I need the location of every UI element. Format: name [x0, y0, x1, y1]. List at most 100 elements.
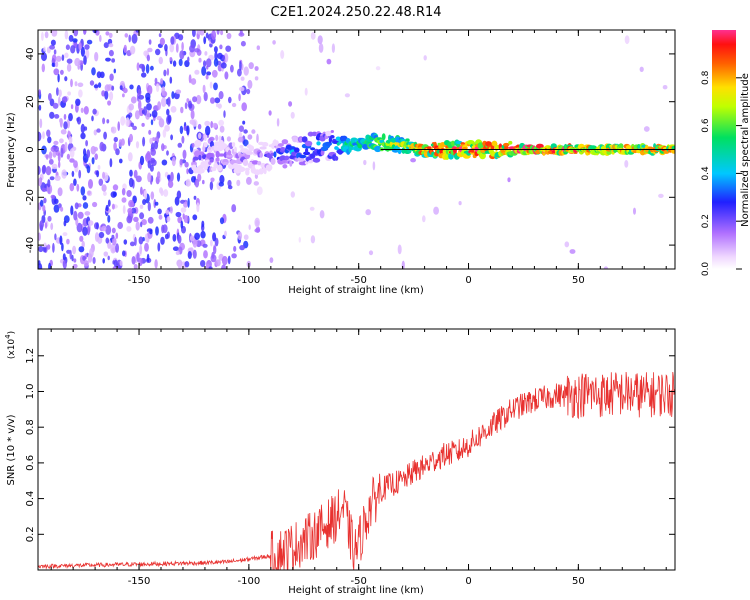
spectrogram-ridge-dot — [202, 146, 206, 152]
spectrogram-noise-dot — [134, 110, 140, 120]
spectrogram-noise-dot — [38, 232, 41, 241]
spectrogram-noise-dot — [201, 220, 205, 228]
spectrogram-noise-dot — [216, 30, 220, 35]
spectrogram-noise-dot — [42, 246, 47, 253]
x-tick-label: 50 — [572, 576, 585, 587]
spectrogram-noise-dot — [143, 50, 149, 57]
spectrogram-noise-dot — [83, 106, 89, 115]
spectrogram-noise-dot — [221, 264, 227, 269]
spectrogram-noise-dot — [81, 240, 85, 248]
spectrogram-noise-dot — [205, 74, 209, 80]
spectrogram-noise-dot — [239, 245, 246, 251]
spectrogram-noise-dot — [139, 244, 143, 255]
spectrogram-noise-dot — [243, 234, 249, 240]
spectrogram-ridge-dot — [194, 139, 202, 147]
spectrogram-noise-dot — [129, 169, 133, 177]
spectrogram-noise-dot — [197, 123, 202, 130]
spectrogram-noise-dot — [157, 242, 161, 252]
spectrogram-ridge-dot — [270, 157, 276, 165]
spectrogram-noise-dot — [177, 261, 182, 269]
spectrogram-noise-dot — [72, 38, 78, 43]
spectrogram-noise-dot — [75, 98, 81, 107]
spectrogram-noise-dot — [145, 63, 150, 74]
spectrogram-noise-dot — [83, 260, 89, 267]
spectrogram-ridge-dot — [199, 168, 205, 174]
spectrogram-noise-dot — [104, 90, 109, 100]
spectrogram-noise-dot — [107, 255, 110, 261]
spectrogram-noise-dot — [79, 235, 84, 242]
spectrogram-noise-dot — [643, 126, 650, 132]
colorbar-tick-label: 0.4 — [701, 166, 711, 181]
spectrogram-noise-dot — [164, 233, 169, 240]
spectrogram-noise-dot — [176, 172, 181, 182]
spectrogram-noise-dot — [144, 233, 148, 242]
spectrogram-noise-dot — [111, 234, 115, 239]
spectrogram-noise-dot — [80, 132, 86, 140]
spectrogram-noise-dot — [157, 101, 162, 110]
spectrogram-noise-dot — [239, 60, 242, 71]
snr-axes: -150 -100 -50 0 50 0.2 0.4 0.6 0.8 1.0 1.2 — [25, 329, 675, 587]
spectrogram-noise-dot — [59, 138, 64, 144]
spectrogram-noise-dot — [38, 104, 42, 111]
spectrogram-noise-dot — [63, 220, 67, 227]
spectrogram-noise-dot — [201, 66, 207, 76]
spectrogram-noise-dot — [108, 43, 114, 48]
spectrogram-ridge-dot — [242, 159, 249, 166]
spectrogram-noise-dot — [166, 150, 169, 156]
x-tick-label: -50 — [351, 275, 367, 286]
spectrogram-noise-dot — [268, 110, 272, 116]
spectrogram-noise-dot — [53, 140, 59, 146]
snr-ylabel-group: SNR (10 * v/v) — [6, 414, 17, 485]
spectrogram-noise-dot — [160, 189, 164, 197]
spectrogram-noise-dot — [69, 158, 75, 163]
spectrogram-noise-dot — [46, 129, 51, 137]
spectrogram-noise-dot — [130, 96, 137, 104]
spectrogram-noise-dot — [179, 50, 185, 60]
spectrogram-noise-dot — [241, 102, 247, 112]
spectrogram-noise-dot — [108, 32, 113, 39]
spectrogram-noise-dot — [213, 245, 217, 255]
spectrogram-noise-dot — [164, 124, 170, 132]
spectrogram-noise-dot — [423, 55, 427, 61]
spectrogram-noise-dot — [131, 33, 138, 44]
spectrogram-noise-dot — [157, 208, 162, 215]
spectrogram-noise-dot — [326, 58, 332, 65]
spectrogram-ridge-dot — [337, 148, 343, 155]
spectrogram-noise-dot — [54, 175, 61, 181]
spectrogram-noise-dot — [256, 45, 260, 50]
spectrogram-noise-dot — [128, 103, 134, 111]
spectrogram-ridge-dot — [248, 145, 255, 152]
spectrogram-noise-dot — [58, 96, 61, 106]
spectrogram-ridge-dot — [284, 155, 290, 161]
spectrogram-ridge-dot — [389, 140, 398, 147]
spectrogram-ridge-dot — [405, 138, 410, 142]
spectrogram-noise-dot — [61, 242, 64, 252]
spectrogram-noise-dot — [50, 194, 55, 199]
spectrogram-noise-dot — [91, 157, 95, 165]
spectrogram-noise-dot — [94, 153, 98, 160]
spectrogram-noise-dot — [133, 169, 138, 179]
spectrogram-noise-dot — [62, 253, 66, 261]
spectrogram-noise-dot — [180, 106, 184, 114]
spectrogram-noise-dot — [183, 215, 189, 223]
spectrogram-noise-dot — [256, 133, 259, 143]
spectrogram-noise-dot — [128, 177, 134, 188]
spectrogram-ridge-dot — [198, 154, 202, 161]
spectrogram-noise-dot — [194, 232, 201, 240]
spectrogram-noise-dot — [166, 216, 171, 222]
spectrogram-noise-dot — [146, 150, 151, 161]
spectrogram-ridge-dot — [444, 153, 450, 160]
spectrogram-noise-dot — [129, 133, 133, 143]
spectrogram-noise-dot — [186, 98, 190, 103]
spectrogram-noise-dot — [103, 251, 109, 257]
spectrogram-noise-dot — [196, 202, 200, 213]
spectrogram-noise-dot — [41, 31, 44, 41]
spectrogram-noise-dot — [152, 137, 156, 142]
spectrogram-ylabel: Frequency (Hz) — [6, 112, 17, 188]
spectrogram-noise-dot — [171, 156, 176, 167]
spectrogram-noise-dot — [210, 239, 213, 247]
spectrogram-noise-dot — [194, 178, 200, 188]
spectrogram-noise-dot — [93, 146, 99, 152]
spectrogram-noise-dot — [433, 206, 439, 215]
spectrogram-noise-dot — [63, 113, 67, 120]
